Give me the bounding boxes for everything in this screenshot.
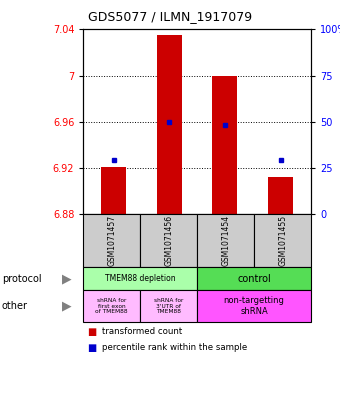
Text: GSM1071456: GSM1071456 [164,215,173,266]
Text: GSM1071455: GSM1071455 [278,215,287,266]
Bar [212,76,237,214]
Text: GDS5077 / ILMN_1917079: GDS5077 / ILMN_1917079 [88,10,252,23]
Text: ▶: ▶ [62,272,71,285]
Text: ▶: ▶ [62,299,71,313]
Text: GSM1071454: GSM1071454 [221,215,230,266]
Bar [157,35,182,214]
Text: shRNA for
3'UTR of
TMEM88: shRNA for 3'UTR of TMEM88 [154,298,183,314]
Text: control: control [237,274,271,284]
Text: TMEM88 depletion: TMEM88 depletion [105,274,175,283]
Text: ■: ■ [87,343,96,353]
Text: shRNA for
first exon
of TMEM88: shRNA for first exon of TMEM88 [96,298,128,314]
Text: protocol: protocol [2,274,41,284]
Text: ■: ■ [87,327,96,337]
Text: percentile rank within the sample: percentile rank within the sample [102,343,247,353]
Bar [268,177,293,214]
Bar [101,167,126,214]
Text: GSM1071457: GSM1071457 [107,215,116,266]
Text: transformed count: transformed count [102,327,182,336]
Text: non-targetting
shRNA: non-targetting shRNA [224,296,285,316]
Text: other: other [2,301,28,311]
